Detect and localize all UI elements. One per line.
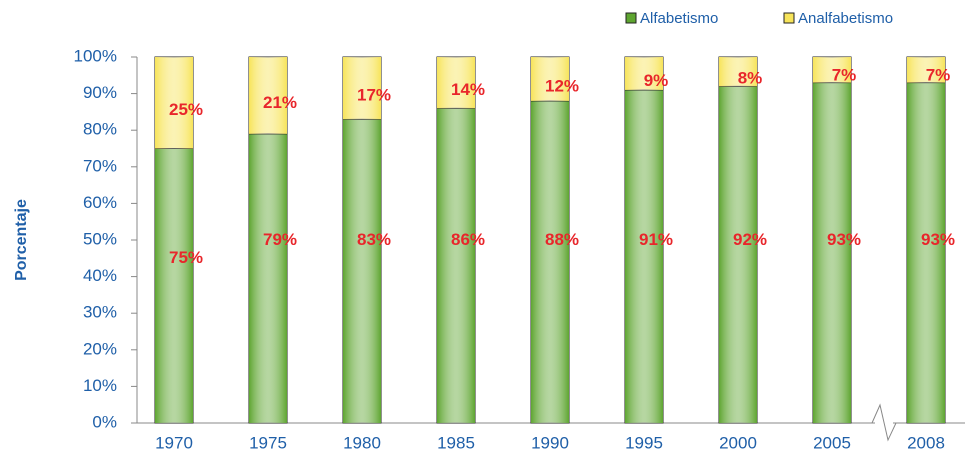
x-tick-label: 1970 — [155, 433, 193, 452]
data-label: 88% — [545, 230, 579, 249]
y-tick-label: 70% — [83, 156, 117, 175]
data-label: 79% — [263, 230, 297, 249]
y-tick-label: 20% — [83, 339, 117, 358]
y-tick-label: 10% — [83, 376, 117, 395]
data-label: 86% — [451, 230, 485, 249]
legend-label: Analfabetismo — [798, 10, 893, 27]
x-tick-label: 2000 — [719, 433, 757, 452]
data-label: 7% — [926, 66, 951, 85]
bar — [154, 148, 194, 424]
bar — [906, 82, 946, 424]
data-label: 93% — [921, 230, 955, 249]
x-tick-label: 1985 — [437, 433, 475, 452]
y-tick-label: 30% — [83, 303, 117, 322]
data-label: 25% — [169, 100, 203, 119]
y-tick-label: 50% — [83, 229, 117, 248]
y-tick-label: 60% — [83, 193, 117, 212]
y-tick-label: 100% — [74, 46, 117, 65]
bar — [248, 133, 288, 424]
y-axis-label: Porcentaje — [13, 199, 30, 281]
y-tick-label: 0% — [92, 412, 117, 431]
y-tick-label: 90% — [83, 83, 117, 102]
x-tick-label: 1995 — [625, 433, 663, 452]
data-label: 9% — [644, 71, 669, 90]
legend-label: Alfabetismo — [640, 10, 718, 27]
data-label: 8% — [738, 68, 763, 87]
data-label: 92% — [733, 230, 767, 249]
bar — [624, 89, 664, 424]
data-label: 91% — [639, 230, 673, 249]
y-tick-label: 40% — [83, 266, 117, 285]
data-label: 17% — [357, 86, 391, 105]
x-tick-label: 1990 — [531, 433, 569, 452]
data-label: 21% — [263, 93, 297, 112]
data-label: 93% — [827, 230, 861, 249]
bar — [812, 82, 852, 424]
bar — [530, 100, 570, 424]
data-label: 75% — [169, 248, 203, 267]
axis-break — [871, 403, 897, 442]
x-tick-label: 1980 — [343, 433, 381, 452]
x-tick-label: 2005 — [813, 433, 851, 452]
x-tick-label: 2008 — [907, 433, 945, 452]
data-label: 7% — [832, 66, 857, 85]
x-tick-label: 1975 — [249, 433, 287, 452]
bar — [718, 85, 758, 424]
data-label: 12% — [545, 76, 579, 95]
legend-swatch — [783, 12, 795, 24]
bar — [342, 118, 382, 424]
data-label: 83% — [357, 230, 391, 249]
y-tick-label: 80% — [83, 120, 117, 139]
legend-swatch — [625, 12, 637, 24]
bar — [436, 107, 476, 424]
data-label: 14% — [451, 80, 485, 99]
